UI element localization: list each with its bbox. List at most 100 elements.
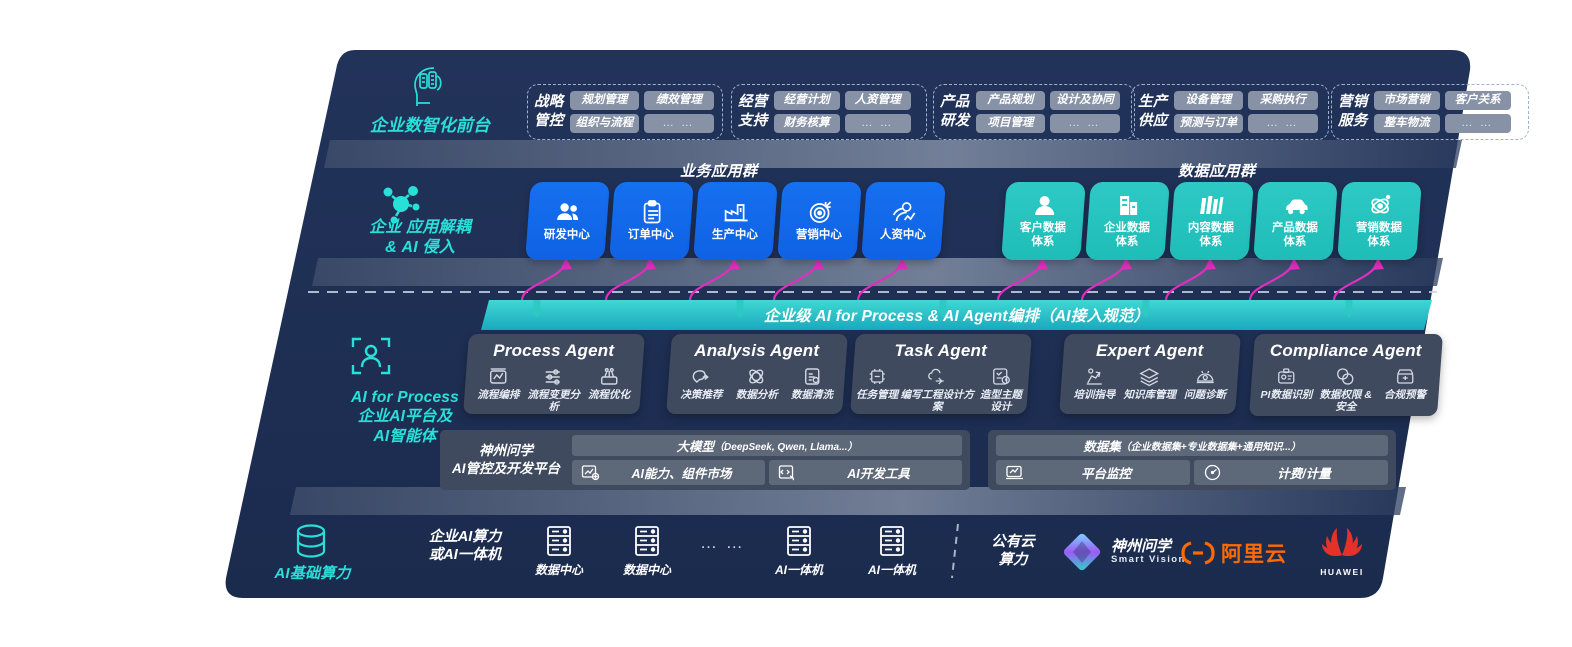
top-group-marketing-service[interactable]: 营销 服务 市场营销 客户关系 整车物流 … … — [1331, 84, 1529, 140]
chip[interactable]: 整车物流 — [1373, 114, 1440, 134]
brand-alibaba-cloud[interactable]: 阿里云 — [1180, 538, 1287, 568]
agent-card-task[interactable]: Task Agent 任务管理 编写工程设计方案 — [850, 334, 1032, 414]
infra-item-public-cloud[interactable]: 公有云 算力 — [991, 534, 1035, 569]
optimize-icon — [600, 368, 618, 385]
platform-cell-ai-devtools[interactable]: AI开发工具 — [769, 460, 962, 485]
chip[interactable]: 市场营销 — [1373, 90, 1440, 110]
app-card-order[interactable]: 订单中心 — [609, 182, 694, 260]
server-icon — [787, 526, 811, 556]
app-card-marketing[interactable]: 营销中心 — [777, 182, 862, 260]
card-label: 研发中心 — [543, 229, 590, 242]
platform-headline-datasets[interactable]: 数据集 （企业数据集+专业数据集+通用知识...） — [996, 435, 1388, 456]
data-card-content[interactable]: 内容数据 体系 — [1169, 182, 1254, 260]
data-card-product[interactable]: 产品数据 体系 — [1253, 182, 1338, 260]
infra-item-datacenter-2[interactable]: 数据中心 — [608, 524, 686, 578]
agent-feature[interactable]: PI数据识别 — [1257, 366, 1316, 413]
agent-feature[interactable]: 数据分析 — [729, 366, 784, 401]
chip[interactable]: 客户关系 — [1444, 90, 1511, 110]
agent-feature[interactable]: 合规预警 — [1376, 366, 1435, 413]
chip[interactable]: 人资管理 — [844, 90, 911, 110]
code-tool-icon — [778, 465, 795, 481]
platform-cell-billing[interactable]: 计费/计量 — [1194, 460, 1388, 485]
agent-feature[interactable]: 决策推荐 — [674, 366, 729, 401]
chip[interactable]: 设备管理 — [1173, 90, 1244, 110]
agent-card-compliance[interactable]: Compliance Agent PI数据识别 数据权限 & 安全 — [1248, 334, 1444, 416]
agent-feature[interactable]: 任务管理 — [855, 366, 900, 413]
shenzhou-logo-icon — [1063, 533, 1101, 571]
agent-feature[interactable]: 流程变更分析 — [526, 366, 581, 413]
chip[interactable]: 规划管理 — [569, 90, 640, 110]
person-chart-icon — [891, 199, 918, 226]
chip-more[interactable]: … … — [644, 114, 714, 134]
flow-chart-icon — [490, 368, 507, 384]
top-group-operations[interactable]: 经营 支持 经营计划 人资管理 财务核算 … … — [731, 84, 927, 140]
chip[interactable]: 组织与流程 — [569, 114, 640, 134]
agent-feature[interactable]: 编写工程设计方案 — [899, 366, 975, 413]
infra-item-enterprise-compute[interactable]: 企业AI算力 或AI一体机 — [428, 529, 502, 564]
chip-more[interactable]: … … — [1444, 114, 1511, 134]
brand-huawei[interactable]: HUAWEI — [1316, 526, 1368, 577]
agent-name: Compliance Agent — [1269, 341, 1422, 360]
platform-cell-ai-market[interactable]: AI能力、组件市场 — [572, 460, 765, 485]
car-icon — [1283, 192, 1310, 219]
agent-feature[interactable]: 培训指导 — [1067, 366, 1122, 401]
chip[interactable]: 预测与订单 — [1173, 114, 1244, 134]
factory-icon — [723, 199, 750, 226]
platform-bar-right[interactable]: 数据集 （企业数据集+专业数据集+通用知识...） 平台监控 计费/计量 — [988, 430, 1396, 490]
data-card-enterprise[interactable]: 企业数据 体系 — [1085, 182, 1170, 260]
platform-bar-left[interactable]: 神州问学 AI管控及开发平台 大模型 （DeepSeek, Qwen, Llam… — [440, 430, 970, 490]
card-label: 客户数据 体系 — [1019, 222, 1066, 248]
data-clean-icon — [804, 368, 820, 385]
market-gear-icon — [581, 465, 600, 481]
chip[interactable]: 绩效管理 — [644, 90, 714, 110]
card-label: 内容数据 体系 — [1187, 222, 1234, 248]
data-card-marketing[interactable]: 营销数据 体系 — [1337, 182, 1422, 260]
card-label: 营销中心 — [795, 229, 842, 242]
card-label: 生产中心 — [711, 229, 758, 242]
card-label: 企业数据 体系 — [1103, 222, 1150, 248]
chip[interactable]: 采购执行 — [1248, 90, 1318, 110]
agent-feature[interactable]: 问题诊断 — [1178, 366, 1233, 401]
platform-cell-monitoring[interactable]: 平台监控 — [996, 460, 1190, 485]
agent-feature[interactable]: 知识库管理 — [1122, 366, 1177, 401]
users-icon — [555, 199, 582, 226]
caption-business-apps: 业务应用群 — [680, 163, 758, 180]
chip-more[interactable]: … … — [844, 114, 911, 134]
app-card-hr[interactable]: 人资中心 — [861, 182, 946, 260]
building-icon — [1115, 192, 1142, 219]
chip-more[interactable]: … … — [1248, 114, 1318, 134]
agent-card-process[interactable]: Process Agent 流程编排 流程变更分析 — [463, 334, 645, 414]
chip[interactable]: 项目管理 — [975, 114, 1046, 134]
top-group-strategy[interactable]: 战略 管控 规划管理 绩效管理 组织与流程 … … — [527, 84, 723, 140]
infra-item-ai-appliance-2[interactable]: AI一体机 — [853, 524, 931, 578]
app-card-production[interactable]: 生产中心 — [693, 182, 778, 260]
brand-shenzhou[interactable]: 神州问学 Smart Vision — [1060, 530, 1186, 574]
chip[interactable]: 设计及协同 — [1050, 90, 1120, 110]
id-card-icon — [1278, 368, 1295, 384]
layer-label-ai-process: AI for Process 企业AI平台及 AI智能体 — [351, 389, 459, 445]
bars-icon — [1199, 192, 1226, 219]
top-group-production-supply[interactable]: 生产 供应 设备管理 采购执行 预测与订单 … … — [1131, 84, 1329, 140]
platform-title: 神州问学 AI管控及开发平台 — [452, 442, 560, 476]
agent-feature[interactable]: 数据权限 & 安全 — [1316, 366, 1375, 413]
agent-card-expert[interactable]: Expert Agent 培训指导 知识库管理 — [1059, 334, 1241, 414]
agent-name: Expert Agent — [1095, 341, 1204, 360]
layer-label-decouple: 企业 应用解耦 & AI 侵入 — [369, 219, 471, 256]
chip[interactable]: 财务核算 — [773, 114, 840, 134]
chip[interactable]: 产品规划 — [975, 90, 1046, 110]
agent-card-analysis[interactable]: Analysis Agent 决策推荐 数据分析 — [666, 334, 848, 414]
agent-feature[interactable]: 造型主题设计 — [975, 366, 1027, 413]
agent-feature[interactable]: 流程编排 — [471, 366, 526, 413]
chip[interactable]: 经营计划 — [773, 90, 840, 110]
shield-overlap-icon — [1337, 368, 1354, 385]
infra-item-datacenter-1[interactable]: 数据中心 — [520, 524, 598, 578]
app-card-rd[interactable]: 研发中心 — [525, 182, 610, 260]
data-card-customer[interactable]: 客户数据 体系 — [1001, 182, 1086, 260]
card-label: 营销数据 体系 — [1355, 222, 1402, 248]
infra-item-ai-appliance-1[interactable]: AI一体机 — [760, 524, 838, 578]
chip-more[interactable]: … … — [1050, 114, 1120, 134]
top-group-product-rd[interactable]: 产品 研发 产品规划 设计及协同 项目管理 … … — [933, 84, 1135, 140]
agent-feature[interactable]: 流程优化 — [582, 366, 637, 413]
platform-headline-models[interactable]: 大模型 （DeepSeek, Qwen, Llama...） — [572, 435, 962, 456]
agent-feature[interactable]: 数据清洗 — [785, 366, 840, 401]
